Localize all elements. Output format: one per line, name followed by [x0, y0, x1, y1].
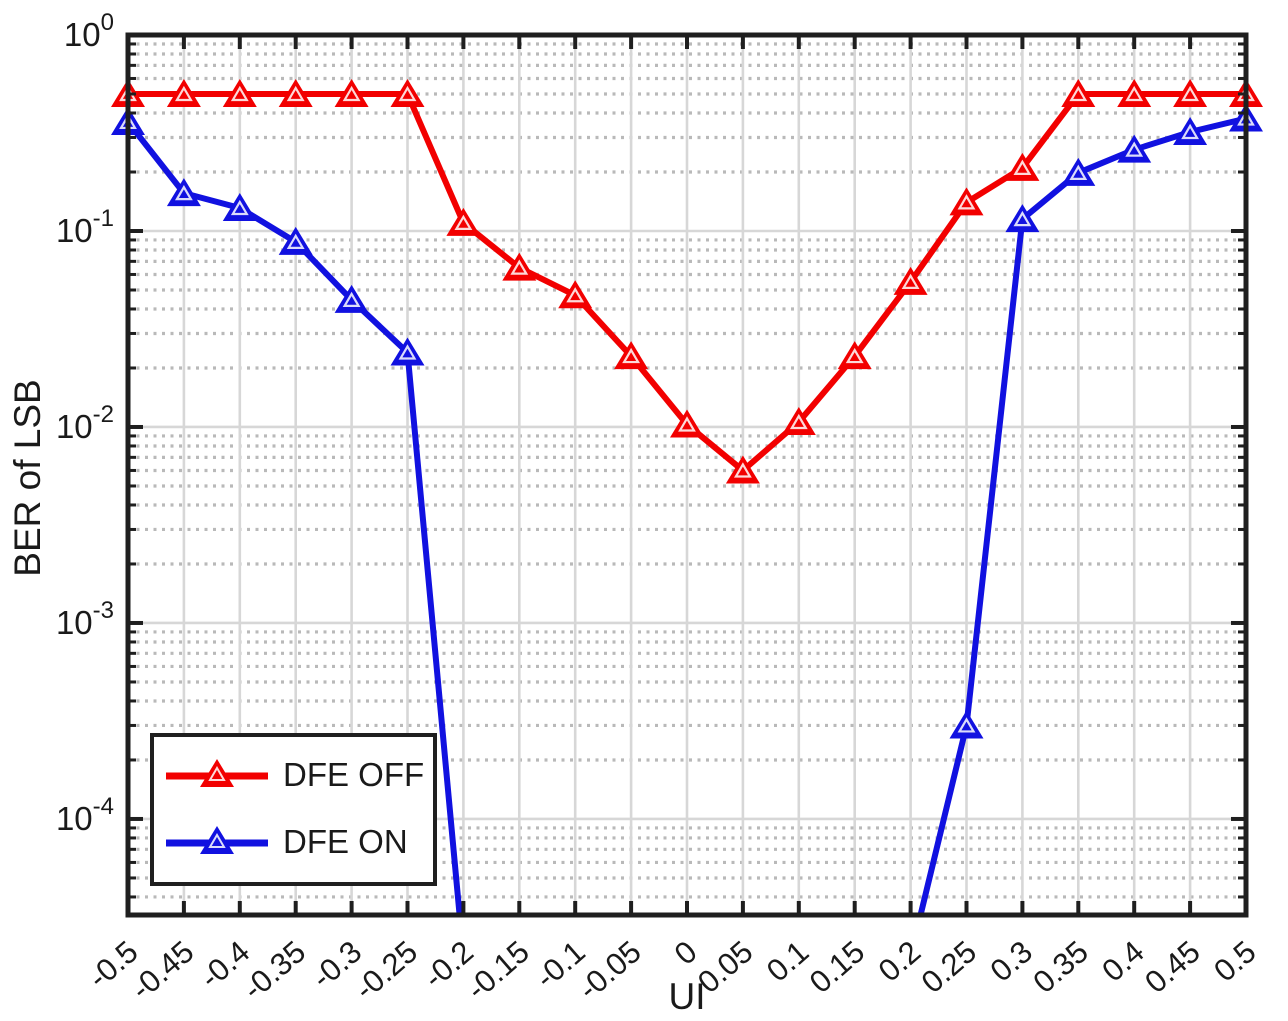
legend-item-dfe-on: DFE ON: [154, 823, 433, 861]
gridlines: [128, 35, 1246, 915]
svg-text:0.35: 0.35: [1026, 934, 1095, 1000]
dfe-off-line-marker-icon: [166, 758, 268, 787]
legend: DFE OFF DFE ON: [150, 733, 437, 886]
svg-text:10-3: 10-3: [56, 597, 114, 641]
svg-text:10-1: 10-1: [56, 205, 114, 249]
svg-text:-0.45: -0.45: [124, 934, 200, 1007]
svg-text:100: 100: [64, 9, 114, 53]
legend-label-dfe-on: DFE ON: [283, 823, 408, 861]
svg-text:0.3: 0.3: [983, 934, 1038, 989]
svg-text:-0.15: -0.15: [460, 934, 536, 1007]
svg-text:10-2: 10-2: [56, 401, 114, 445]
svg-text:10-4: 10-4: [56, 793, 114, 837]
markers-dfe-off: [111, 78, 1263, 484]
legend-item-dfe-off: DFE OFF: [154, 756, 433, 794]
svg-text:0.45: 0.45: [1138, 934, 1207, 1000]
svg-text:0.25: 0.25: [915, 934, 984, 1000]
svg-text:-0.25: -0.25: [348, 934, 424, 1007]
svg-text:0.2: 0.2: [872, 934, 927, 989]
svg-text:-0.35: -0.35: [236, 934, 312, 1007]
svg-text:0.5: 0.5: [1207, 934, 1262, 989]
legend-label-dfe-off: DFE OFF: [283, 755, 425, 793]
series-markers: [111, 78, 1263, 739]
svg-text:0.15: 0.15: [803, 934, 872, 1000]
x-axis-label: UI: [668, 976, 706, 1017]
dfe-on-line-marker-icon: [166, 826, 268, 855]
svg-text:0.4: 0.4: [1095, 934, 1150, 989]
axis-ticks: [126, 33, 1248, 915]
y-axis-label: BER of LSB: [7, 379, 48, 577]
y-tick-labels: 100 10-1 10-2 10-3 10-4: [56, 9, 114, 837]
svg-text:0.1: 0.1: [760, 934, 815, 989]
